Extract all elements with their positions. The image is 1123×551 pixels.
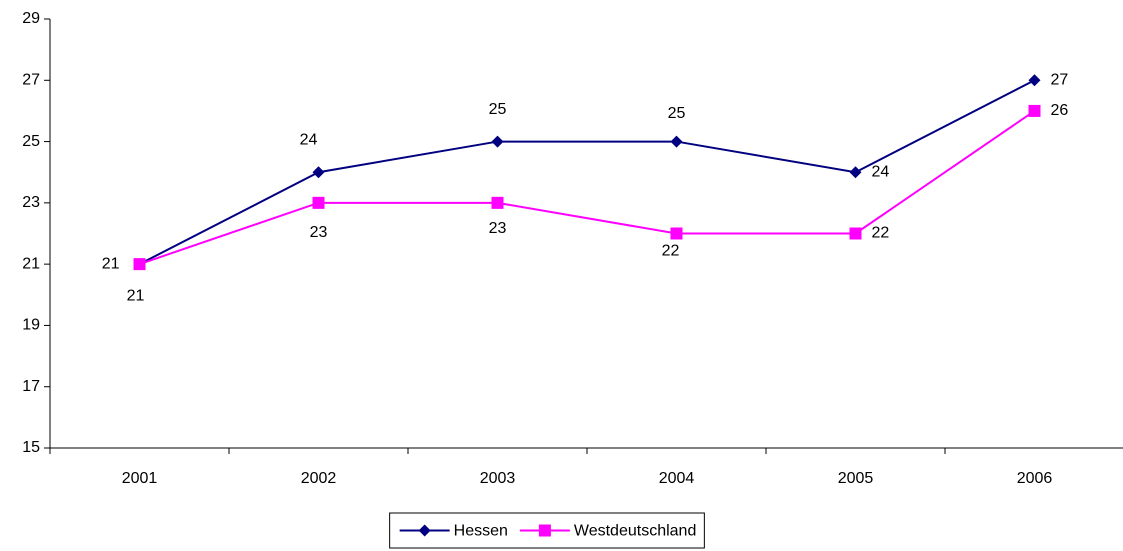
data-label: 22 [872, 225, 890, 242]
data-label: 23 [310, 224, 328, 241]
y-tick-label: 21 [22, 255, 40, 272]
legend-marker [538, 524, 551, 537]
legend-label: Hessen [454, 523, 508, 540]
data-label: 21 [102, 255, 120, 272]
data-point [849, 227, 862, 240]
data-point [312, 166, 325, 179]
data-label: 25 [489, 101, 507, 118]
y-tick-label: 25 [22, 133, 40, 150]
y-tick-label: 29 [22, 10, 40, 27]
data-point [491, 196, 504, 209]
y-tick-label: 23 [22, 194, 40, 211]
y-tick-label: 19 [22, 317, 40, 334]
legend-marker [418, 524, 431, 537]
y-tick-label: 27 [22, 72, 40, 89]
series-line [139, 79, 1035, 266]
x-tick-label: 2004 [659, 470, 695, 487]
data-point [849, 166, 862, 179]
x-tick-label: 2001 [122, 470, 158, 487]
x-tick-label: 2006 [1017, 470, 1053, 487]
data-label: 21 [127, 287, 145, 304]
x-tick-label: 2003 [480, 470, 516, 487]
legend-label: Westdeutschland [574, 523, 696, 540]
series-line [139, 110, 1036, 266]
data-label: 23 [489, 220, 507, 237]
x-tick-label: 2002 [301, 470, 337, 487]
y-tick-label: 15 [22, 439, 40, 456]
data-label: 26 [1051, 102, 1069, 119]
data-point [312, 196, 325, 209]
data-point [670, 135, 683, 148]
data-label: 25 [668, 105, 686, 122]
data-point [491, 135, 504, 148]
data-point [1028, 104, 1041, 117]
data-label: 24 [300, 131, 318, 148]
data-label: 22 [662, 243, 680, 260]
x-tick-label: 2005 [838, 470, 874, 487]
data-point [1028, 74, 1041, 87]
y-tick-label: 17 [22, 378, 40, 395]
data-point [133, 258, 146, 271]
data-label: 27 [1051, 72, 1069, 89]
data-label: 24 [872, 163, 890, 180]
data-point [670, 227, 683, 240]
